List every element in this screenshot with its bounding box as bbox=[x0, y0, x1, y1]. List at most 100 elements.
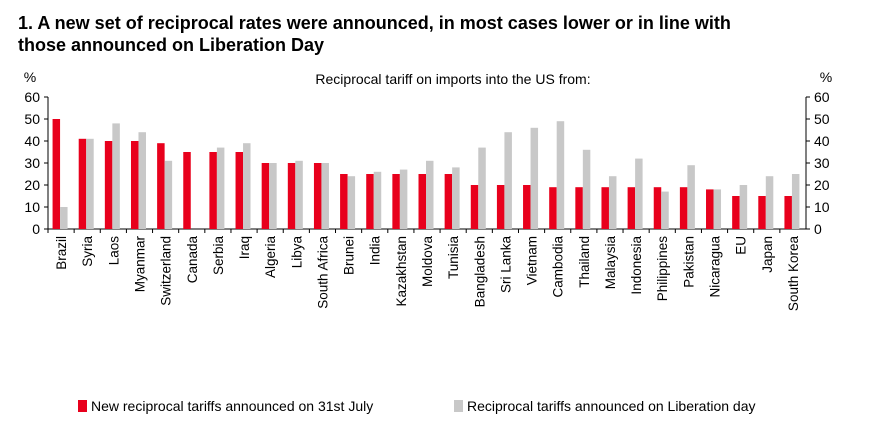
bar-new-sri-lanka bbox=[496, 185, 505, 229]
x-tick-label: Cambodia bbox=[551, 236, 566, 298]
y-tick-label-left: 40 bbox=[24, 133, 40, 149]
x-tick-label: Algeria bbox=[263, 236, 278, 279]
x-tick-label: Brazil bbox=[54, 236, 69, 270]
y-tick-label-right: 20 bbox=[814, 177, 830, 193]
bar-liberation-algeria bbox=[269, 163, 277, 229]
x-tick-label: Tunisia bbox=[446, 236, 461, 280]
x-tick-label: Vietnam bbox=[525, 236, 540, 285]
x-tick-label: Sri Lanka bbox=[498, 236, 513, 294]
bar-new-brunei bbox=[340, 174, 348, 229]
x-tick-label: Kazakhstan bbox=[394, 236, 409, 307]
x-tick-label: Indonesia bbox=[629, 236, 644, 295]
bar-new-cambodia bbox=[549, 187, 557, 229]
bar-liberation-tunisia bbox=[452, 167, 460, 229]
title-line-2: those announced on Liberation Day bbox=[18, 35, 325, 55]
bar-new-iraq bbox=[235, 152, 244, 229]
y-tick-label-right: 10 bbox=[814, 199, 830, 215]
bar-new-myanmar bbox=[130, 141, 139, 229]
y-tick-label-right: 60 bbox=[814, 89, 830, 105]
bar-new-japan bbox=[758, 196, 766, 229]
x-tick-label: Nicaragua bbox=[708, 236, 723, 298]
chart-title: 1. A new set of reciprocal rates were an… bbox=[18, 12, 868, 56]
legend-swatch bbox=[454, 400, 463, 412]
bar-liberation-japan bbox=[765, 176, 774, 229]
bar-liberation-serbia bbox=[216, 147, 225, 229]
bar-new-bangladesh bbox=[470, 185, 479, 229]
bar-new-laos bbox=[104, 141, 113, 229]
bar-liberation-nicaragua bbox=[713, 189, 722, 229]
x-tick-label: Syria bbox=[80, 236, 95, 267]
y-tick-label-left: 0 bbox=[32, 221, 40, 237]
x-tick-label: Philippines bbox=[655, 236, 670, 302]
x-tick-label: Switzerland bbox=[159, 236, 174, 306]
legend-label: Reciprocal tariffs announced on Liberati… bbox=[467, 398, 755, 414]
x-tick-label: Libya bbox=[289, 236, 304, 269]
x-tick-label: Canada bbox=[185, 236, 200, 284]
x-tick-label: South Africa bbox=[315, 236, 330, 309]
x-tick-label: India bbox=[368, 236, 383, 266]
bar-new-malaysia bbox=[601, 187, 609, 229]
bar-new-south-korea bbox=[784, 196, 792, 229]
x-tick-label: Thailand bbox=[577, 236, 592, 288]
bar-new-brazil bbox=[52, 119, 61, 229]
y-tick-label-right: 50 bbox=[814, 111, 830, 127]
x-tick-label: Japan bbox=[760, 236, 775, 273]
bar-liberation-malaysia bbox=[608, 176, 617, 229]
x-tick-label: Brunei bbox=[342, 236, 357, 275]
bar-liberation-philippines bbox=[661, 191, 669, 229]
bar-liberation-kazakhstan bbox=[399, 169, 408, 229]
bar-liberation-cambodia bbox=[556, 121, 565, 229]
y-tick-label-right: 0 bbox=[814, 221, 822, 237]
bar-new-canada bbox=[183, 152, 191, 229]
bar-new-algeria bbox=[261, 163, 270, 229]
x-tick-label: South Korea bbox=[786, 236, 801, 312]
bar-liberation-eu bbox=[739, 185, 748, 229]
x-tick-label: Myanmar bbox=[132, 236, 147, 293]
x-tick-label: Pakistan bbox=[681, 236, 696, 288]
bar-liberation-syria bbox=[86, 138, 94, 229]
x-tick-label: EU bbox=[734, 236, 749, 255]
y-tick-label-left: 20 bbox=[24, 177, 40, 193]
legend-label: New reciprocal tariffs announced on 31st… bbox=[91, 398, 373, 414]
bar-liberation-bangladesh bbox=[478, 147, 486, 229]
bar-liberation-brazil bbox=[60, 207, 68, 229]
bar-new-pakistan bbox=[679, 187, 688, 229]
x-tick-label: Iraq bbox=[237, 236, 252, 259]
x-tick-label: Moldova bbox=[420, 236, 435, 288]
y-tick-label-left: 10 bbox=[24, 199, 40, 215]
bar-liberation-laos bbox=[112, 123, 120, 229]
y-tick-label-left: 30 bbox=[24, 155, 40, 171]
bar-new-india bbox=[366, 174, 374, 229]
x-tick-label: Malaysia bbox=[603, 236, 618, 290]
title-line-1: 1. A new set of reciprocal rates were an… bbox=[18, 13, 731, 33]
x-tick-label: Laos bbox=[106, 236, 121, 266]
y-unit-right: % bbox=[820, 69, 832, 85]
bar-liberation-indonesia bbox=[635, 158, 643, 229]
y-tick-label-left: 60 bbox=[24, 89, 40, 105]
bar-new-libya bbox=[287, 163, 296, 229]
bar-liberation-sri-lanka bbox=[504, 132, 512, 229]
bar-liberation-pakistan bbox=[687, 165, 695, 229]
bar-liberation-myanmar bbox=[138, 132, 146, 229]
bar-liberation-south-africa bbox=[321, 163, 329, 229]
bar-new-vietnam bbox=[523, 185, 531, 229]
bar-liberation-moldova bbox=[426, 160, 434, 229]
bar-new-south-africa bbox=[313, 163, 322, 229]
y-tick-label-right: 30 bbox=[814, 155, 830, 171]
legend-swatch bbox=[78, 400, 87, 412]
y-unit-left: % bbox=[24, 69, 36, 85]
bar-liberation-libya bbox=[295, 160, 303, 229]
bar-new-thailand bbox=[575, 187, 583, 229]
bar-new-tunisia bbox=[444, 174, 453, 229]
bar-liberation-switzerland bbox=[164, 160, 173, 229]
bar-new-syria bbox=[78, 138, 87, 229]
chart-subtitle: Reciprocal tariff on imports into the US… bbox=[315, 71, 590, 87]
x-tick-label: Bangladesh bbox=[472, 236, 487, 307]
bar-liberation-iraq bbox=[243, 143, 251, 229]
bar-new-philippines bbox=[653, 187, 662, 229]
bar-new-nicaragua bbox=[706, 189, 714, 229]
bar-new-serbia bbox=[209, 152, 217, 229]
bar-liberation-thailand bbox=[582, 149, 591, 229]
bar-new-indonesia bbox=[627, 187, 636, 229]
